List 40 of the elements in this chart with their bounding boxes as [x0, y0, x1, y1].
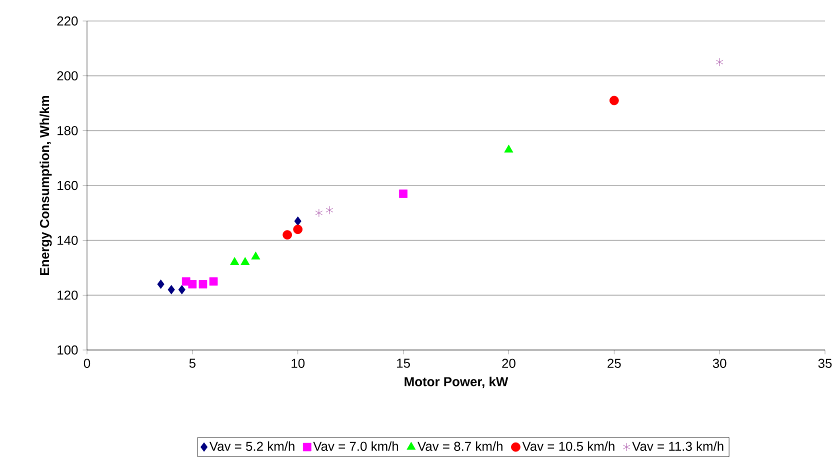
point — [209, 277, 218, 286]
y-tick-label: 100 — [58, 345, 78, 355]
x-tick-label: 15 — [397, 358, 410, 368]
y-tick-label: 120 — [58, 290, 78, 300]
x-tick-label: 5 — [189, 358, 196, 368]
legend-label: Vav = 7.0 km/h — [313, 441, 398, 451]
x-tick-label: 30 — [712, 358, 726, 368]
point — [293, 224, 303, 234]
y-tick-label: 200 — [57, 71, 78, 80]
y-tick-label: 180 — [58, 126, 78, 136]
x-tick-label: 20 — [502, 358, 516, 368]
point — [399, 190, 408, 198]
x-tick-label: 25 — [608, 358, 621, 368]
point — [168, 285, 175, 294]
x-tick-label: 35 — [818, 358, 832, 368]
y-tick-label: 160 — [58, 180, 78, 190]
point — [315, 208, 323, 218]
x-tick-label: 0 — [84, 358, 90, 368]
legend-label: Vav = 8.7 km/h — [418, 441, 502, 451]
point — [282, 230, 292, 240]
y-tick-label: 140 — [58, 236, 78, 245]
x-axis-title: Motor Power, kW — [404, 376, 508, 388]
y-axis-title: Energy Consumption, Wh/km — [40, 96, 52, 275]
point — [716, 58, 724, 66]
point — [157, 280, 164, 289]
point — [230, 257, 240, 265]
point — [609, 96, 619, 106]
point — [188, 280, 197, 288]
legend-label: Vav = 5.2 km/h — [209, 441, 294, 451]
point — [178, 285, 186, 294]
point — [294, 216, 302, 226]
point — [504, 144, 514, 153]
point — [198, 280, 208, 288]
point — [251, 252, 260, 260]
legend-label: Vav = 10.5 km/h — [522, 441, 614, 451]
legend-label: Vav = 11.3 km/h — [632, 441, 724, 451]
y-tick-label: 220 — [57, 16, 78, 26]
point — [326, 206, 334, 214]
x-tick-label: 10 — [292, 358, 305, 368]
point — [240, 257, 250, 265]
